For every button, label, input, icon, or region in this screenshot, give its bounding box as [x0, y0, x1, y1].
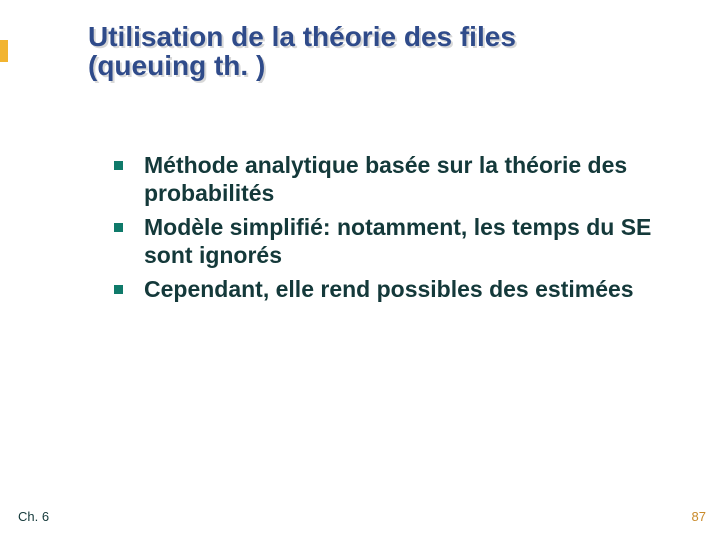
bullet-text: Cependant, elle rend possibles des estim…: [144, 276, 634, 302]
square-bullet-icon: [114, 285, 123, 294]
list-item: Méthode analytique basée sur la théorie …: [114, 151, 680, 207]
title-line-1: Utilisation de la théorie des files: [88, 21, 516, 52]
list-item: Modèle simplifié: notamment, les temps d…: [114, 213, 680, 269]
slide-number: 87: [692, 509, 706, 524]
bullet-text: Méthode analytique basée sur la théorie …: [144, 152, 627, 206]
bullet-text: Modèle simplifié: notamment, les temps d…: [144, 214, 651, 268]
bullet-list: Méthode analytique basée sur la théorie …: [88, 151, 680, 303]
title-line-2: (queuing th. ): [88, 50, 265, 81]
slide-title: Utilisation de la théorie des files (que…: [88, 22, 680, 81]
accent-bar: [0, 40, 8, 62]
square-bullet-icon: [114, 161, 123, 170]
slide: Utilisation de la théorie des files (que…: [0, 0, 720, 540]
list-item: Cependant, elle rend possibles des estim…: [114, 275, 680, 303]
square-bullet-icon: [114, 223, 123, 232]
chapter-label: Ch. 6: [18, 509, 49, 524]
